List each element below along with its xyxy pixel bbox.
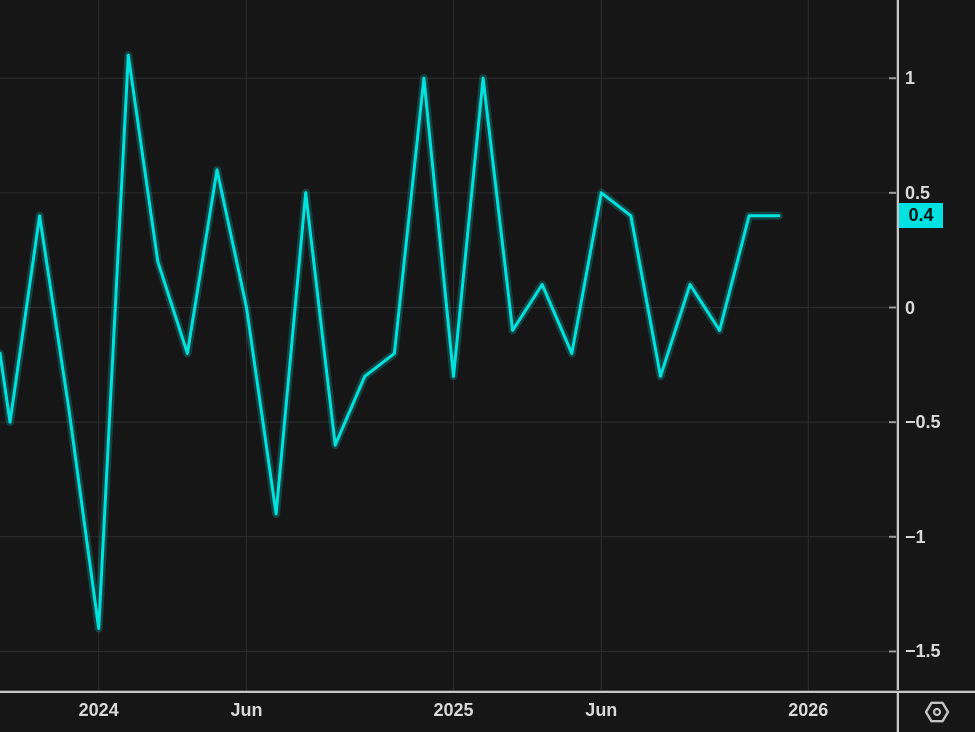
series-line-core bbox=[0, 53, 781, 630]
x-axis-label: Jun bbox=[230, 700, 263, 720]
y-axis-label: 0 bbox=[905, 297, 916, 318]
y-axis-label: 0.5 bbox=[905, 182, 931, 203]
y-axis-label: −1.5 bbox=[905, 641, 941, 662]
x-axis-label: 2024 bbox=[78, 700, 119, 720]
chart-settings-button[interactable] bbox=[898, 692, 975, 732]
x-axis-line bbox=[0, 690, 975, 693]
hexagon-settings-icon bbox=[924, 701, 949, 723]
y-axis[interactable]: 0.4 1 0.5 0 −0.5 −1 −1.5 bbox=[898, 0, 975, 690]
y-axis-label: −1 bbox=[905, 526, 926, 547]
x-axis-label: 2026 bbox=[788, 700, 829, 720]
y-axis-label: 1 bbox=[905, 68, 916, 89]
series-line-glow bbox=[0, 51, 783, 633]
y-axis-label: −0.5 bbox=[905, 412, 941, 433]
x-axis[interactable]: 2024 Jun 2025 Jun 2026 bbox=[0, 692, 896, 732]
last-value-badge: 0.4 bbox=[899, 203, 943, 229]
x-axis-label: Jun bbox=[585, 700, 618, 720]
y-axis-line bbox=[896, 0, 899, 732]
x-axis-label: 2025 bbox=[433, 700, 474, 720]
chart-plot-area[interactable] bbox=[0, 0, 896, 690]
